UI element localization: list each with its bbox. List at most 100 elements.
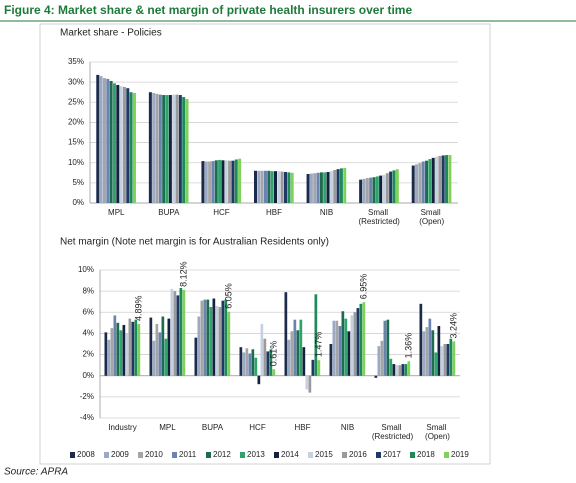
bar [302, 347, 306, 376]
bar [398, 365, 402, 376]
bar [96, 74, 100, 204]
bar [173, 291, 177, 376]
bar [132, 93, 136, 203]
bar [218, 159, 222, 203]
x-tick-label: MPL [159, 423, 176, 432]
bar [211, 161, 215, 203]
y-tick-label: 10% [68, 158, 84, 167]
x-tick-label: BUPA [202, 423, 224, 432]
bar [129, 92, 133, 203]
bar [106, 78, 110, 203]
bar [356, 308, 360, 376]
bar [369, 177, 373, 203]
bar [257, 170, 261, 203]
bar [264, 170, 267, 203]
bar [197, 316, 201, 376]
bar [104, 332, 108, 376]
bar [126, 88, 130, 203]
legend-swatch [410, 452, 415, 458]
bar [152, 340, 156, 376]
bar [203, 299, 207, 376]
bar [386, 319, 390, 376]
bar [306, 173, 310, 203]
bar [248, 353, 252, 376]
x-tick-label: HBF [295, 423, 311, 432]
bar [385, 173, 389, 203]
bar [284, 171, 287, 203]
bar [107, 339, 111, 376]
bar [382, 174, 386, 203]
x-tick-label: HCF [213, 208, 230, 217]
bar [287, 339, 291, 376]
data-label: 6.05% [223, 283, 233, 309]
bar [434, 352, 438, 376]
bar [167, 318, 171, 376]
bar [313, 173, 317, 203]
y-tick-label: 35% [68, 57, 84, 66]
bar [206, 299, 210, 376]
bar [149, 317, 153, 376]
chart-title: Net margin (Note net margin is for Austr… [60, 237, 329, 248]
bar [224, 299, 228, 376]
bar [389, 171, 393, 203]
y-tick-label: 2% [82, 350, 94, 359]
y-tick-label: 0% [72, 198, 84, 207]
bar [359, 303, 363, 376]
bar [179, 287, 183, 376]
legend-swatch [70, 452, 75, 458]
bar [270, 171, 274, 203]
bar [392, 364, 396, 376]
bar [204, 161, 208, 203]
bar [280, 171, 284, 203]
bar [316, 172, 320, 203]
bar [218, 307, 222, 376]
y-tick-label: 25% [68, 97, 84, 106]
bar [422, 331, 426, 376]
data-label: 1.36% [403, 333, 413, 359]
bar [274, 171, 277, 203]
legend-label: 2011 [179, 450, 197, 459]
legend-swatch [172, 452, 177, 458]
bar [401, 364, 405, 376]
bar [125, 333, 129, 376]
bar [254, 170, 257, 203]
bar [415, 164, 419, 203]
bar [392, 170, 396, 203]
bar [231, 160, 235, 203]
bar [435, 156, 439, 203]
bar [395, 169, 399, 203]
data-label: 6.95% [358, 274, 368, 300]
bar [380, 340, 384, 376]
bar [122, 86, 126, 203]
bar [164, 338, 168, 376]
bar [443, 344, 447, 376]
bar [431, 157, 435, 203]
bar [383, 320, 387, 376]
bar [308, 375, 312, 393]
bar [176, 295, 180, 376]
bar [119, 330, 123, 376]
legend-label: 2015 [315, 450, 333, 459]
bar [287, 172, 291, 203]
bar [404, 364, 408, 376]
legend-label: 2008 [77, 450, 95, 459]
bar [228, 160, 232, 203]
bar [172, 94, 176, 203]
bar [277, 171, 281, 203]
x-tick-label: Small (Restricted) [372, 423, 414, 441]
bar [234, 159, 238, 203]
bar [389, 358, 393, 376]
x-tick-label: MPL [108, 208, 125, 217]
bar [374, 375, 378, 378]
legend-swatch [138, 452, 143, 458]
legend-swatch [342, 452, 347, 458]
bar [350, 315, 354, 376]
legend-label: 2019 [451, 450, 469, 459]
legend-swatch [104, 452, 109, 458]
bar [319, 172, 323, 203]
legend-label: 2010 [145, 450, 163, 459]
y-tick-label: 0% [82, 371, 94, 380]
bar [344, 318, 348, 376]
bar [128, 318, 132, 376]
bar [333, 169, 337, 203]
